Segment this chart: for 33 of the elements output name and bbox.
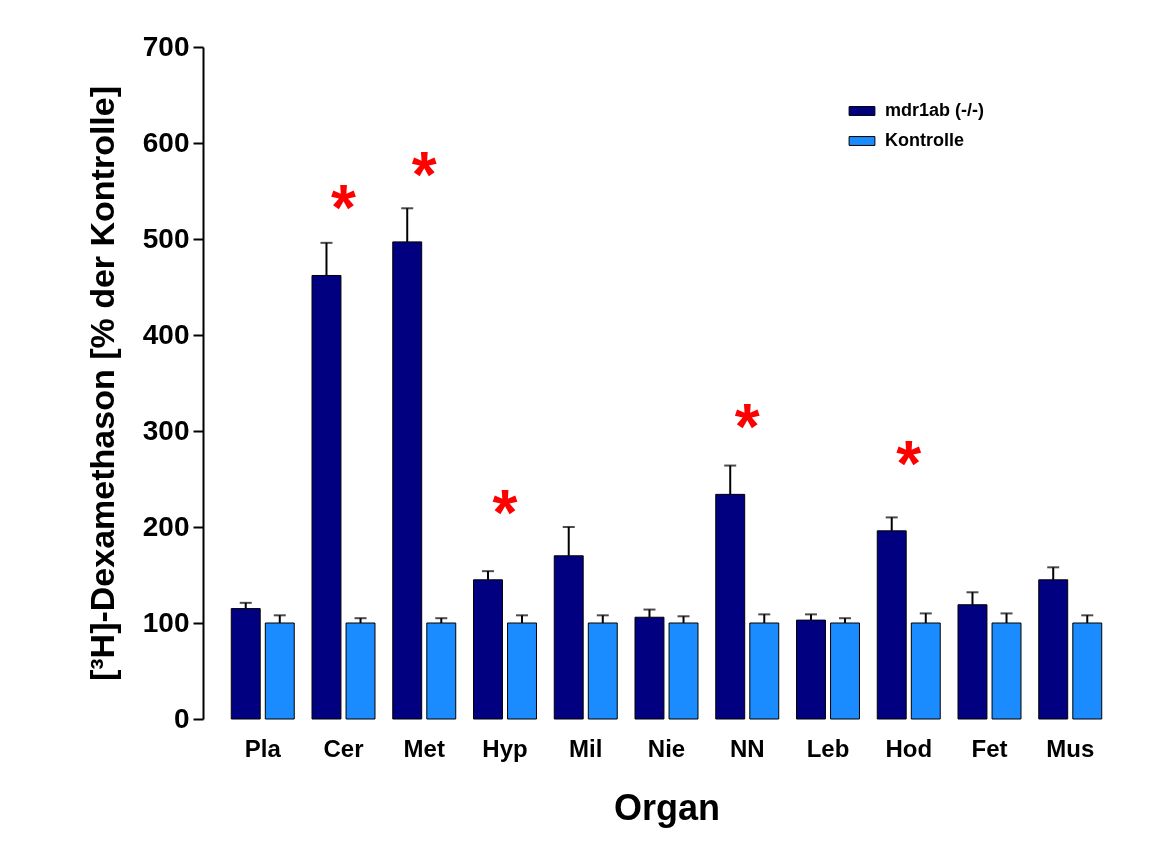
y-tick-label: 500 <box>142 222 190 254</box>
annotation: * <box>331 172 357 245</box>
legend-label: Kontrolle <box>885 130 964 150</box>
y-axis-title: [³H]-Dexamethason [% der Kontrolle] <box>82 85 121 682</box>
annotation: * <box>492 476 518 549</box>
x-axis-title: Organ <box>613 786 721 828</box>
x-tick-label: Leb <box>806 734 850 762</box>
bar <box>796 619 826 720</box>
legend-label: mdr1ab (-/-) <box>885 100 985 120</box>
x-tick-label: Pla <box>244 734 282 762</box>
x-tick-label: NN <box>729 734 765 762</box>
y-tick-label: 400 <box>142 318 190 350</box>
x-tick-label: Mil <box>569 734 603 762</box>
annotation: * <box>896 427 922 500</box>
y-tick-label: 0 <box>173 702 190 734</box>
y-tick-label: 200 <box>142 510 190 542</box>
y-tick-label: 700 <box>142 30 190 62</box>
bar <box>345 622 376 720</box>
bar <box>230 608 261 720</box>
annotation: * <box>411 138 437 211</box>
x-tick-label: Met <box>403 734 445 762</box>
y-tick-label: 600 <box>142 126 190 158</box>
x-tick-label: Mus <box>1046 734 1095 762</box>
y-tick-label: 100 <box>142 606 190 638</box>
bar <box>830 622 860 720</box>
x-tick-label: Cer <box>323 734 364 762</box>
x-tick-label: Nie <box>647 734 686 762</box>
bar <box>426 622 457 720</box>
annotation: * <box>734 391 760 464</box>
x-tick-label: Hod <box>885 734 933 762</box>
x-tick-label: Hyp <box>482 734 528 762</box>
y-tick-label: 300 <box>142 414 190 446</box>
x-tick-label: Fet <box>971 734 1008 762</box>
